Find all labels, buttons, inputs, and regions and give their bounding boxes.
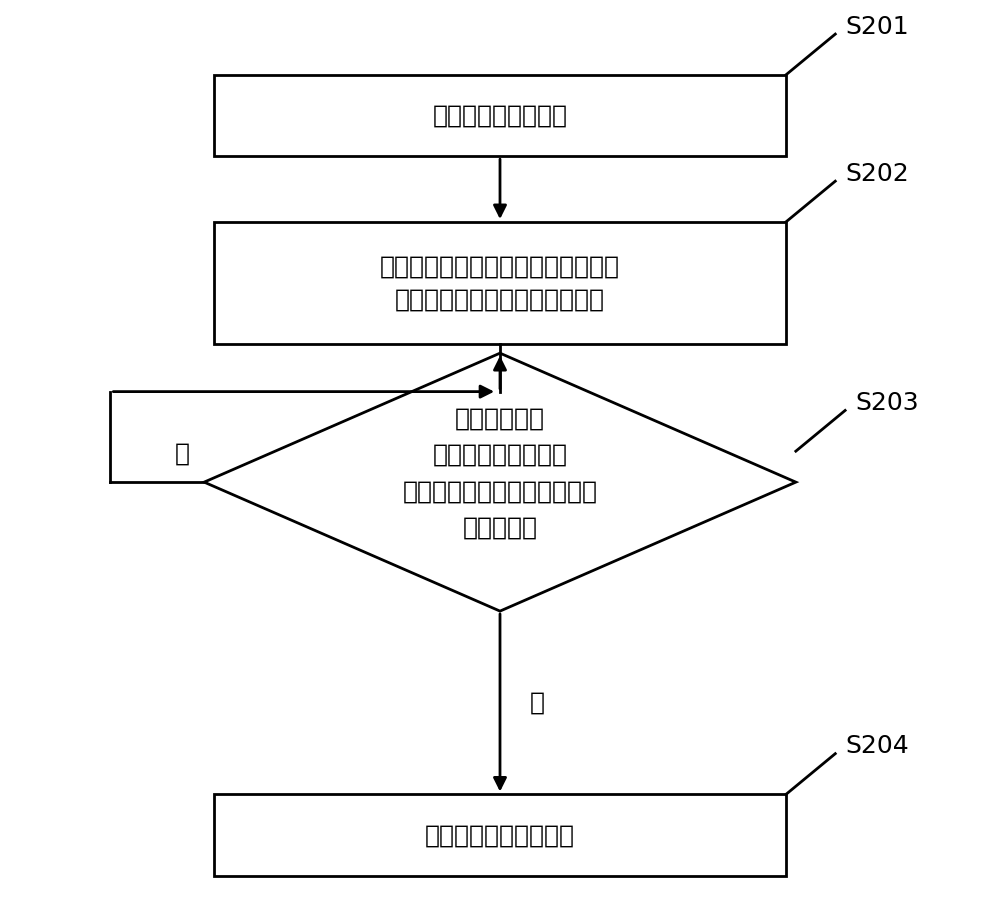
Text: 是: 是 bbox=[530, 691, 545, 715]
Text: 将运动物体的圈数加一: 将运动物体的圈数加一 bbox=[425, 823, 575, 847]
Text: 判断获取的朝
向与初始朝向的夹角
是否大于第一预设値之后小于
第二预设値: 判断获取的朝 向与初始朝向的夹角 是否大于第一预设値之后小于 第二预设値 bbox=[402, 406, 598, 539]
Bar bbox=[214, 794, 786, 876]
Text: 否: 否 bbox=[174, 442, 189, 466]
Text: S204: S204 bbox=[845, 734, 909, 758]
Bar bbox=[214, 221, 786, 344]
Text: S201: S201 bbox=[845, 15, 909, 39]
Polygon shape bbox=[204, 353, 796, 611]
Text: S202: S202 bbox=[845, 162, 909, 186]
Text: 接收统计圈数的指令: 接收统计圈数的指令 bbox=[432, 104, 568, 128]
Bar bbox=[214, 74, 786, 156]
Text: S203: S203 bbox=[855, 391, 919, 415]
Text: 获取运动物体的朝向，其中，最先获
取的朝向为运动物体的初始朝向: 获取运动物体的朝向，其中，最先获 取的朝向为运动物体的初始朝向 bbox=[380, 255, 620, 312]
